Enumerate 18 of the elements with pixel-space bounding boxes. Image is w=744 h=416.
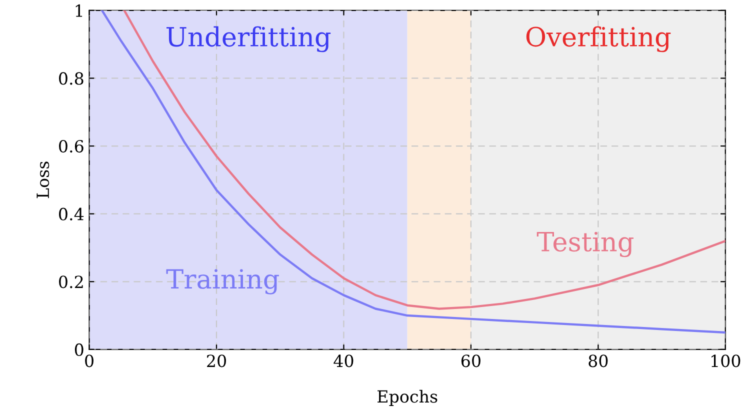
x-tick-label: 100	[712, 354, 740, 368]
y-axis-title: Loss	[36, 162, 50, 198]
y-tick-label: 0	[74, 343, 84, 356]
series-label: Testing	[536, 232, 634, 258]
x-tick-label: 20	[207, 354, 226, 368]
y-tick-label: 0.4	[59, 208, 84, 220]
x-axis-title: Epochs	[378, 390, 438, 406]
y-tick-label: 0.8	[59, 72, 84, 85]
x-tick-label: 40	[334, 354, 354, 368]
band-label: Underfitting	[166, 26, 331, 52]
x-tick-label: 80	[588, 354, 608, 368]
y-tick-label: 0.2	[59, 276, 83, 288]
band-label: Overfitting	[526, 26, 671, 52]
x-tick-label: 60	[461, 354, 480, 368]
y-tick-label: 1	[76, 4, 82, 17]
x-tick-label: 0	[85, 354, 94, 368]
y-tick-label: 0.6	[59, 140, 84, 153]
series-label: Training	[166, 269, 279, 294]
